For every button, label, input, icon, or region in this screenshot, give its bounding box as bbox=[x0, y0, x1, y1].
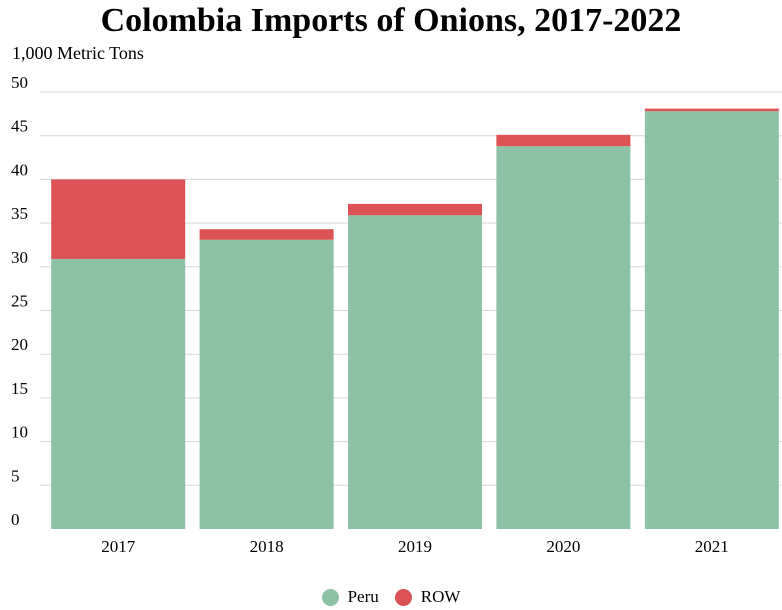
legend-item-peru[interactable]: Peru bbox=[321, 587, 379, 607]
bars bbox=[51, 108, 779, 530]
legend-label: Peru bbox=[347, 587, 379, 606]
x-tick-label: 2020 bbox=[546, 537, 580, 556]
bar-row-2020[interactable] bbox=[496, 134, 631, 147]
chart-plot-area: 0 5 10 15 20 25 30 35 40 45 50 2017 2018 2019 2020 202… bbox=[11, 73, 782, 556]
y-tick-label: 0 bbox=[11, 510, 20, 529]
legend-swatch bbox=[321, 588, 339, 606]
y-tick-label: 25 bbox=[11, 292, 28, 311]
bar-row-2017[interactable] bbox=[51, 179, 186, 259]
x-tick-label: 2021 bbox=[695, 537, 729, 556]
y-tick-label: 35 bbox=[11, 204, 28, 223]
x-axis-ticks: 2017 2018 2019 2020 2021 bbox=[101, 537, 729, 556]
y-tick-label: 10 bbox=[11, 423, 28, 442]
x-tick-label: 2018 bbox=[250, 537, 284, 556]
y-axis-ticks: 0 5 10 15 20 25 30 35 40 45 50 bbox=[11, 73, 28, 529]
x-tick-label: 2019 bbox=[398, 537, 432, 556]
y-tick-label: 45 bbox=[11, 117, 28, 136]
bar-peru-2019[interactable] bbox=[348, 215, 482, 529]
y-tick-label: 50 bbox=[11, 73, 28, 92]
y-axis-unit-label: 1,000 Metric Tons bbox=[12, 43, 144, 63]
bar-row-2021[interactable] bbox=[644, 108, 779, 112]
y-tick-label: 40 bbox=[11, 160, 28, 179]
legend: Peru ROW bbox=[0, 584, 782, 610]
y-tick-label: 20 bbox=[11, 335, 28, 354]
bar-peru-2021[interactable] bbox=[644, 111, 779, 529]
y-tick-label: 30 bbox=[11, 248, 28, 267]
bar-row-2018[interactable] bbox=[199, 229, 334, 240]
bar-row-2019[interactable] bbox=[348, 203, 482, 216]
legend-item-row[interactable]: ROW bbox=[394, 587, 461, 607]
y-tick-label: 15 bbox=[11, 379, 28, 398]
chart-title: Colombia Imports of Onions, 2017-2022 bbox=[100, 2, 682, 39]
bar-peru-2020[interactable] bbox=[496, 146, 631, 530]
legend-label: ROW bbox=[420, 587, 461, 606]
x-tick-label: 2017 bbox=[101, 537, 136, 556]
y-tick-label: 5 bbox=[11, 466, 20, 485]
legend-swatch bbox=[394, 588, 412, 606]
bar-peru-2018[interactable] bbox=[199, 239, 334, 529]
bar-peru-2017[interactable] bbox=[51, 258, 186, 529]
